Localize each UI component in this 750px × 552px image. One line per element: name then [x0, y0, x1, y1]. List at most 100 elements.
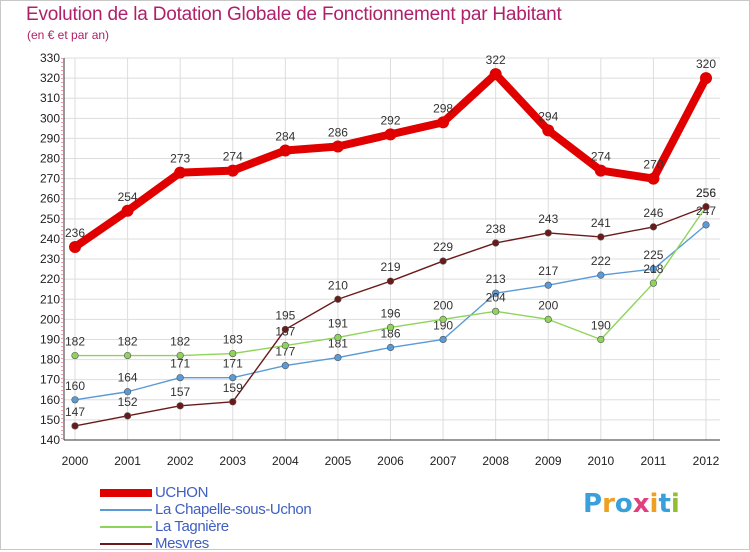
- data-point: [334, 333, 342, 342]
- legend-swatch: [100, 489, 152, 497]
- data-point: [69, 240, 81, 253]
- data-point: [384, 128, 397, 141]
- data-label: 236: [65, 226, 85, 240]
- data-label: 274: [223, 150, 243, 164]
- x-tick-label: 2009: [535, 454, 562, 468]
- data-point: [439, 335, 447, 344]
- data-point: [649, 265, 658, 273]
- data-point: [71, 422, 79, 430]
- y-tick-label: 270: [40, 172, 60, 186]
- data-label: 286: [328, 125, 348, 139]
- data-point: [597, 271, 605, 279]
- data-label: 200: [538, 298, 558, 312]
- y-tick-label: 210: [40, 292, 60, 306]
- data-label: 181: [328, 337, 348, 351]
- data-point: [226, 164, 239, 177]
- data-point: [123, 412, 132, 420]
- data-label: 182: [118, 335, 138, 349]
- data-label: 270: [643, 158, 663, 172]
- data-point: [174, 166, 187, 179]
- y-tick-label: 250: [40, 212, 60, 226]
- data-point: [492, 239, 500, 247]
- data-point: [597, 233, 605, 241]
- data-point: [334, 353, 342, 362]
- y-tick-label: 300: [40, 111, 60, 125]
- data-label: 182: [65, 335, 85, 349]
- data-point: [71, 396, 79, 404]
- data-point: [229, 374, 237, 382]
- data-label: 274: [591, 150, 611, 164]
- chart-title: Evolution de la Dotation Globale de Fonc…: [26, 4, 562, 25]
- data-label: 294: [538, 109, 558, 123]
- data-label: 183: [223, 333, 243, 347]
- data-label: 229: [433, 240, 453, 254]
- data-label: 218: [643, 262, 663, 276]
- data-point: [492, 307, 500, 315]
- data-point: [123, 388, 132, 396]
- data-point: [331, 140, 344, 153]
- legend-swatch: [100, 526, 152, 528]
- data-label: 238: [486, 222, 506, 236]
- data-label: 147: [65, 405, 85, 419]
- data-label: 200: [433, 298, 453, 312]
- x-tick-label: 2001: [114, 454, 141, 468]
- data-point: [597, 335, 605, 344]
- data-point: [437, 116, 450, 129]
- data-label: 186: [380, 327, 400, 341]
- data-point: [542, 124, 555, 137]
- y-tick-label: 180: [40, 353, 60, 367]
- data-point: [229, 398, 237, 406]
- data-point: [544, 229, 552, 237]
- data-point: [334, 295, 342, 303]
- y-tick-label: 260: [40, 192, 60, 206]
- data-point: [594, 164, 607, 177]
- data-point: [439, 315, 447, 323]
- y-tick-label: 200: [40, 312, 60, 326]
- data-point: [386, 277, 395, 285]
- data-point: [544, 281, 552, 289]
- x-tick-label: 2005: [325, 454, 352, 468]
- data-label: 254: [118, 190, 138, 204]
- data-point: [71, 351, 79, 360]
- x-tick-label: 2007: [430, 454, 457, 468]
- x-tick-label: 2008: [482, 454, 509, 468]
- x-tick-label: 2004: [272, 454, 299, 468]
- data-label: 171: [170, 357, 190, 371]
- x-tick-label: 2000: [62, 454, 89, 468]
- data-point: [492, 289, 500, 297]
- x-tick-label: 2002: [167, 454, 194, 468]
- y-tick-label: 290: [40, 131, 60, 145]
- legend-swatch: [100, 543, 152, 545]
- legend-label: Mesvres: [155, 535, 209, 552]
- y-tick-label: 140: [40, 433, 60, 447]
- legend-label: UCHON: [155, 484, 208, 501]
- data-label: 298: [433, 101, 453, 115]
- y-tick-label: 220: [40, 272, 60, 286]
- data-label: 292: [380, 113, 400, 127]
- data-label: 284: [275, 129, 295, 143]
- data-label: 160: [65, 379, 85, 393]
- y-tick-label: 240: [40, 232, 60, 246]
- y-tick-label: 280: [40, 152, 60, 166]
- legend-label: La Chapelle-sous-Uchon: [155, 501, 312, 518]
- y-tick-label: 170: [40, 373, 60, 387]
- x-tick-label: 2003: [219, 454, 246, 468]
- data-label: 195: [275, 308, 295, 322]
- chart-subtitle: (en € et par an): [27, 28, 110, 42]
- y-tick-label: 330: [40, 51, 60, 65]
- data-point: [649, 279, 658, 287]
- data-point: [281, 325, 289, 334]
- data-point: [123, 351, 132, 360]
- data-point: [281, 341, 289, 350]
- x-tick-label: 2006: [377, 454, 404, 468]
- data-label: 246: [643, 206, 663, 220]
- data-point: [386, 343, 395, 352]
- data-point: [647, 172, 660, 185]
- data-label: 210: [328, 278, 348, 292]
- data-label: 182: [170, 335, 190, 349]
- data-label: 322: [486, 53, 506, 67]
- data-label: 159: [223, 381, 243, 395]
- data-point: [439, 257, 447, 265]
- y-tick-label: 230: [40, 252, 60, 266]
- legend-swatch: [100, 509, 152, 511]
